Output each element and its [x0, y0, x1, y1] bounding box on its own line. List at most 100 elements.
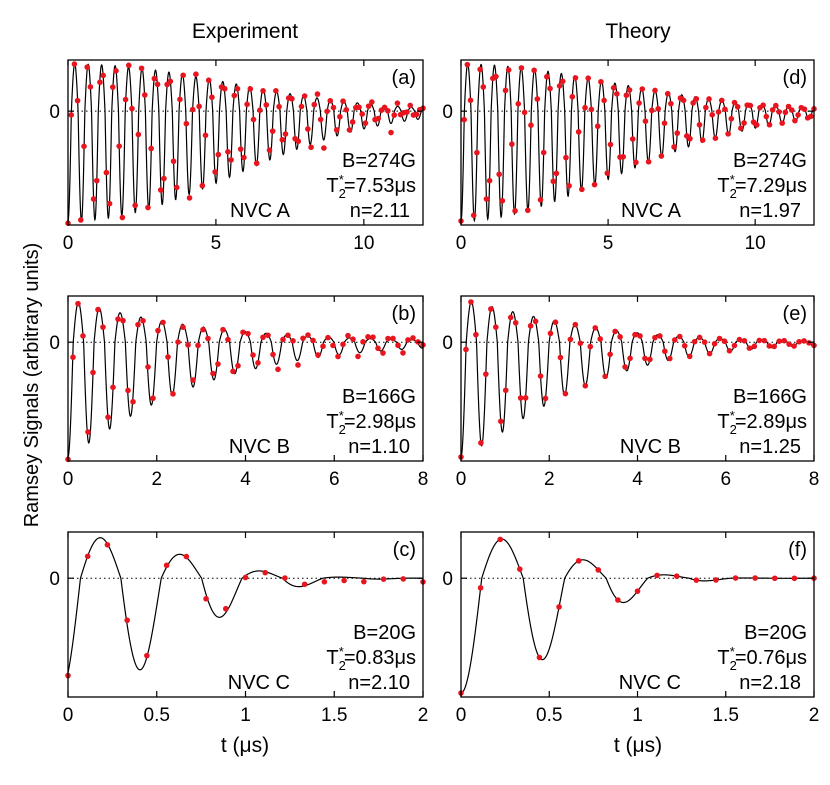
data-point	[346, 127, 353, 133]
data-point	[242, 574, 249, 581]
data-point	[350, 336, 356, 342]
panel-label: (b)	[392, 303, 416, 325]
data-point	[138, 65, 145, 72]
data-point	[725, 131, 731, 137]
data-point	[225, 336, 231, 343]
data-point	[215, 361, 221, 367]
data-point	[681, 343, 688, 349]
data-point	[395, 342, 401, 349]
data-point	[509, 141, 515, 147]
data-point	[474, 149, 480, 156]
data-point	[75, 300, 81, 307]
data-point	[567, 336, 574, 343]
data-point	[68, 112, 74, 118]
data-point	[582, 382, 589, 389]
data-point	[761, 337, 768, 344]
data-point	[559, 78, 566, 85]
data-point	[135, 131, 142, 138]
data-point	[712, 135, 719, 141]
data-point	[488, 306, 494, 312]
data-point	[569, 93, 576, 100]
data-point	[585, 75, 592, 81]
data-point	[649, 107, 655, 114]
x-tick-label: 10	[353, 233, 374, 254]
data-point	[125, 387, 131, 394]
data-point	[154, 81, 161, 88]
data-point	[610, 85, 617, 91]
data-point	[664, 90, 671, 97]
data-point	[614, 91, 620, 97]
data-point	[655, 105, 661, 112]
data-point	[295, 138, 302, 145]
data-point	[87, 84, 94, 90]
data-point	[496, 171, 502, 178]
data-point	[639, 86, 646, 92]
data-point	[607, 351, 613, 358]
data-point	[289, 95, 295, 102]
data-point	[391, 112, 398, 118]
data-point	[265, 332, 271, 339]
x-tick-label: 0	[456, 233, 467, 254]
data-point	[257, 107, 263, 113]
data-point	[480, 84, 487, 90]
data-point	[183, 553, 190, 560]
data-point	[100, 324, 106, 330]
data-point	[241, 154, 247, 161]
data-point	[701, 339, 708, 345]
data-point	[726, 347, 733, 354]
nv-center-label: NVC C	[619, 672, 681, 694]
data-point	[231, 92, 238, 99]
data-point	[400, 350, 406, 356]
data-point	[788, 107, 795, 113]
data-point	[731, 342, 738, 349]
data-point	[203, 595, 209, 602]
data-point	[477, 66, 483, 73]
data-point	[478, 440, 484, 446]
data-point	[157, 187, 164, 193]
data-point	[160, 319, 166, 326]
data-point	[370, 334, 376, 340]
data-point	[151, 75, 158, 82]
x-tick-label: 4	[632, 469, 643, 490]
data-point	[531, 67, 537, 74]
data-point	[502, 387, 509, 394]
data-point	[282, 575, 288, 581]
data-point	[598, 78, 604, 85]
data-point	[148, 145, 154, 152]
nv-center-label: NVC C	[228, 672, 290, 694]
data-point	[163, 562, 170, 569]
data-point	[84, 64, 90, 70]
data-point	[557, 354, 564, 361]
data-point	[325, 334, 331, 341]
x-tick-label: 0	[63, 233, 74, 254]
data-point	[776, 109, 782, 115]
stretch-exponent-label: n=2.11	[350, 200, 410, 222]
data-point	[718, 97, 725, 104]
data-point	[100, 72, 106, 79]
data-point	[186, 195, 193, 201]
data-point	[595, 567, 602, 573]
x-tick-label: 6	[329, 469, 340, 490]
x-tick-label: 0	[63, 469, 74, 490]
data-point	[597, 336, 604, 342]
data-point	[141, 92, 148, 98]
t2-value: =2.89μs	[735, 411, 807, 433]
data-point	[464, 61, 471, 68]
data-point	[113, 67, 119, 74]
data-point	[782, 109, 789, 116]
data-point	[385, 335, 391, 342]
data-point	[756, 337, 763, 344]
data-point	[196, 103, 202, 110]
data-point	[633, 159, 639, 166]
data-point	[499, 197, 506, 204]
data-point	[766, 343, 773, 349]
panel-label: (a)	[392, 67, 416, 89]
data-point	[93, 177, 100, 184]
data-point	[769, 107, 776, 113]
data-point	[145, 204, 151, 211]
panel-label: (e)	[783, 303, 807, 325]
data-point	[189, 106, 196, 113]
